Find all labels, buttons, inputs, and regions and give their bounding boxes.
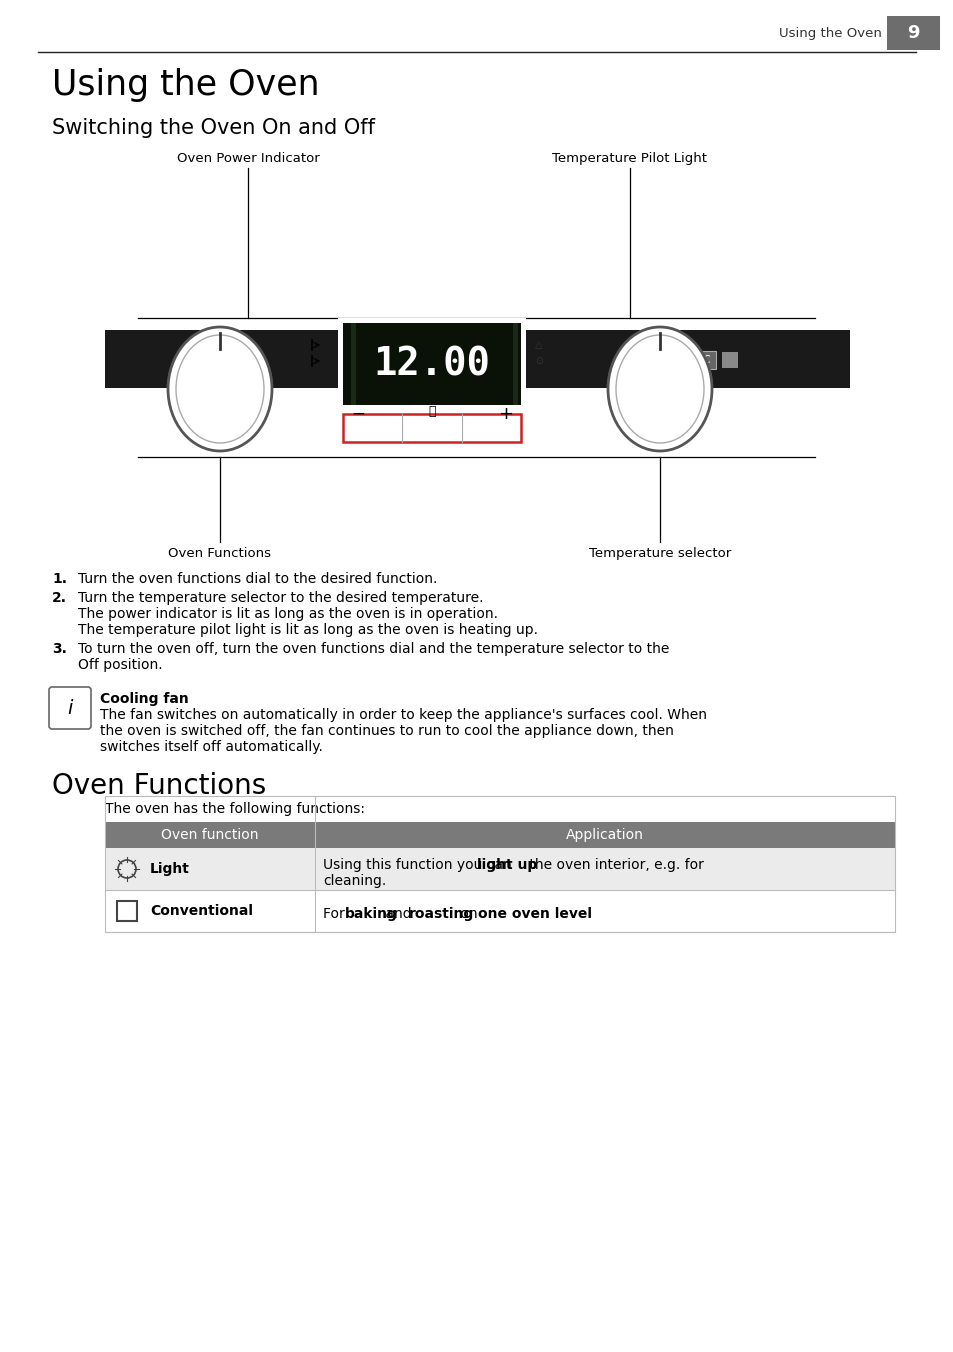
Text: 1.: 1. xyxy=(52,572,67,585)
Text: i: i xyxy=(68,699,72,718)
Text: The fan switches on automatically in order to keep the appliance's surfaces cool: The fan switches on automatically in ord… xyxy=(100,708,706,722)
Text: .: . xyxy=(562,907,566,921)
FancyBboxPatch shape xyxy=(337,318,525,410)
Bar xyxy=(105,890,894,932)
Text: +: + xyxy=(498,406,513,423)
Text: light up: light up xyxy=(476,859,537,872)
Text: Application: Application xyxy=(565,827,643,842)
Bar xyxy=(351,323,355,406)
Text: The power indicator is lit as long as the oven is in operation.: The power indicator is lit as long as th… xyxy=(78,607,497,621)
FancyBboxPatch shape xyxy=(117,900,137,921)
Text: one oven level: one oven level xyxy=(478,907,592,921)
Text: The temperature pilot light is lit as long as the oven is heating up.: The temperature pilot light is lit as lo… xyxy=(78,623,537,637)
Bar xyxy=(886,16,939,50)
Bar xyxy=(105,796,894,932)
Ellipse shape xyxy=(168,327,272,452)
Text: ⏻: ⏻ xyxy=(428,406,436,418)
Bar xyxy=(105,848,894,890)
Bar xyxy=(204,350,224,370)
Bar xyxy=(182,352,198,368)
Text: Oven Functions: Oven Functions xyxy=(52,772,266,800)
Text: The oven has the following functions:: The oven has the following functions: xyxy=(105,802,365,817)
Text: Oven Functions: Oven Functions xyxy=(169,548,272,560)
Text: Light: Light xyxy=(150,863,190,876)
Text: switches itself off automatically.: switches itself off automatically. xyxy=(100,740,322,754)
Text: the oven interior, e.g. for: the oven interior, e.g. for xyxy=(524,859,703,872)
FancyBboxPatch shape xyxy=(49,687,91,729)
Text: cleaning.: cleaning. xyxy=(323,873,386,888)
Text: Oven Power Indicator: Oven Power Indicator xyxy=(176,151,319,165)
Text: Off position.: Off position. xyxy=(78,658,162,672)
Text: and: and xyxy=(380,907,416,921)
Text: baking: baking xyxy=(345,907,397,921)
Bar xyxy=(513,323,517,406)
Text: Using the Oven: Using the Oven xyxy=(52,68,319,101)
Text: roasting: roasting xyxy=(408,907,474,921)
Text: 2.: 2. xyxy=(52,591,67,604)
Text: △: △ xyxy=(535,339,542,350)
Text: −: − xyxy=(351,406,365,423)
Text: Cooling fan: Cooling fan xyxy=(100,692,189,706)
Ellipse shape xyxy=(616,335,703,443)
Text: °C: °C xyxy=(699,356,710,365)
Text: For: For xyxy=(323,907,349,921)
Text: 3.: 3. xyxy=(52,642,67,656)
Text: ⊙: ⊙ xyxy=(535,356,542,366)
Bar xyxy=(105,822,894,848)
Bar xyxy=(693,352,716,369)
Text: 12.00: 12.00 xyxy=(374,345,490,383)
FancyBboxPatch shape xyxy=(343,414,520,442)
Text: Using the Oven: Using the Oven xyxy=(779,27,882,39)
Text: 9: 9 xyxy=(905,24,919,42)
FancyBboxPatch shape xyxy=(343,323,520,406)
Text: Temperature selector: Temperature selector xyxy=(588,548,730,560)
Text: Oven function: Oven function xyxy=(161,827,258,842)
Bar xyxy=(721,352,738,368)
Bar xyxy=(105,330,849,388)
Ellipse shape xyxy=(175,335,264,443)
Text: the oven is switched off, the fan continues to run to cool the appliance down, t: the oven is switched off, the fan contin… xyxy=(100,725,673,738)
Text: Conventional: Conventional xyxy=(150,904,253,918)
Text: Turn the oven functions dial to the desired function.: Turn the oven functions dial to the desi… xyxy=(78,572,436,585)
Text: To turn the oven off, turn the oven functions dial and the temperature selector : To turn the oven off, turn the oven func… xyxy=(78,642,669,656)
Text: on: on xyxy=(456,907,482,921)
Text: Turn the temperature selector to the desired temperature.: Turn the temperature selector to the des… xyxy=(78,591,483,604)
Ellipse shape xyxy=(607,327,711,452)
Text: Using this function you can: Using this function you can xyxy=(323,859,516,872)
Text: Switching the Oven On and Off: Switching the Oven On and Off xyxy=(52,118,375,138)
Text: Temperature Pilot Light: Temperature Pilot Light xyxy=(552,151,707,165)
